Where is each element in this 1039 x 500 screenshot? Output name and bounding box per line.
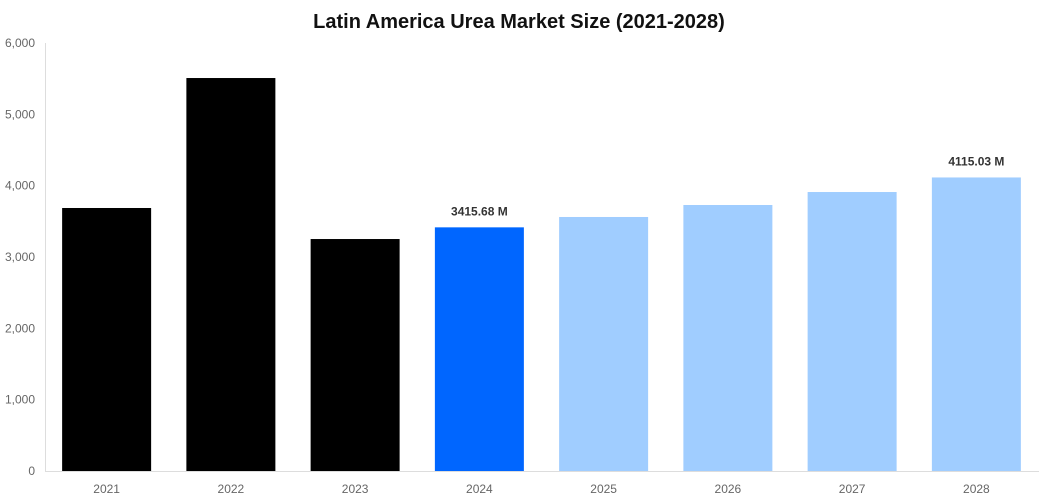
y-tick-label: 0 (28, 464, 35, 478)
y-tick-label: 5,000 (5, 107, 35, 121)
y-tick-label: 2,000 (5, 321, 35, 335)
bar-2027 (807, 192, 897, 472)
x-tick-label: 2028 (963, 482, 990, 496)
bar-2025 (559, 216, 649, 471)
bar-2028 (931, 177, 1021, 472)
x-tick-label: 2021 (93, 482, 120, 496)
data-label: 4115.03 M (948, 154, 1004, 168)
bar-2026 (683, 204, 773, 472)
x-tick-label: 2022 (218, 482, 245, 496)
y-tick-label: 6,000 (5, 36, 35, 50)
x-tick-label: 2026 (715, 482, 742, 496)
x-tick-label: 2024 (466, 482, 493, 496)
data-label: 3415.68 M (451, 204, 508, 218)
chart-title: Latin America Urea Market Size (2021-202… (313, 11, 725, 33)
bar-2024 (434, 227, 524, 471)
y-tick-label: 1,000 (5, 393, 35, 407)
x-tick-label: 2027 (839, 482, 866, 496)
bar-2022 (186, 78, 276, 472)
x-tick-label: 2023 (342, 482, 369, 496)
bar-2021 (62, 207, 152, 471)
bar-2023 (310, 239, 400, 471)
y-tick-label: 4,000 (5, 179, 35, 193)
x-tick-label: 2025 (590, 482, 617, 496)
y-tick-label: 3,000 (5, 250, 35, 264)
